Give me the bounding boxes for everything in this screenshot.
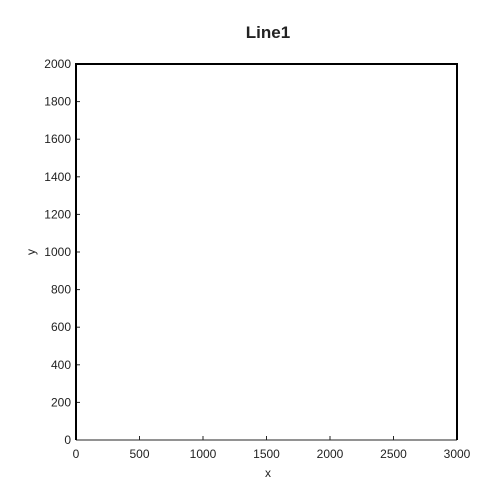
x-tick-label: 0 [73, 447, 80, 461]
x-axis-label: x [265, 466, 271, 480]
y-tick-label: 1200 [44, 207, 71, 221]
y-tick-label: 1600 [44, 132, 71, 146]
x-tick-label: 500 [129, 447, 149, 461]
y-tick-label: 800 [51, 283, 71, 297]
y-tick-label: 200 [51, 395, 71, 409]
x-tick-label: 2000 [317, 447, 344, 461]
x-tick-label: 1000 [190, 447, 217, 461]
y-tick-label: 400 [51, 358, 71, 372]
chart-title: Line1 [246, 23, 290, 42]
x-tick-label: 2500 [380, 447, 407, 461]
x-tick-label: 3000 [444, 447, 471, 461]
y-tick-label: 2000 [44, 57, 71, 71]
series-line [75, 63, 458, 440]
y-tick-label: 1400 [44, 170, 71, 184]
y-tick-label: 1000 [44, 245, 71, 259]
y-tick-label: 600 [51, 320, 71, 334]
y-axis-label: y [24, 249, 38, 255]
y-tick-label: 1800 [44, 95, 71, 109]
y-tick-label: 0 [64, 433, 71, 447]
x-tick-label: 1500 [253, 447, 280, 461]
